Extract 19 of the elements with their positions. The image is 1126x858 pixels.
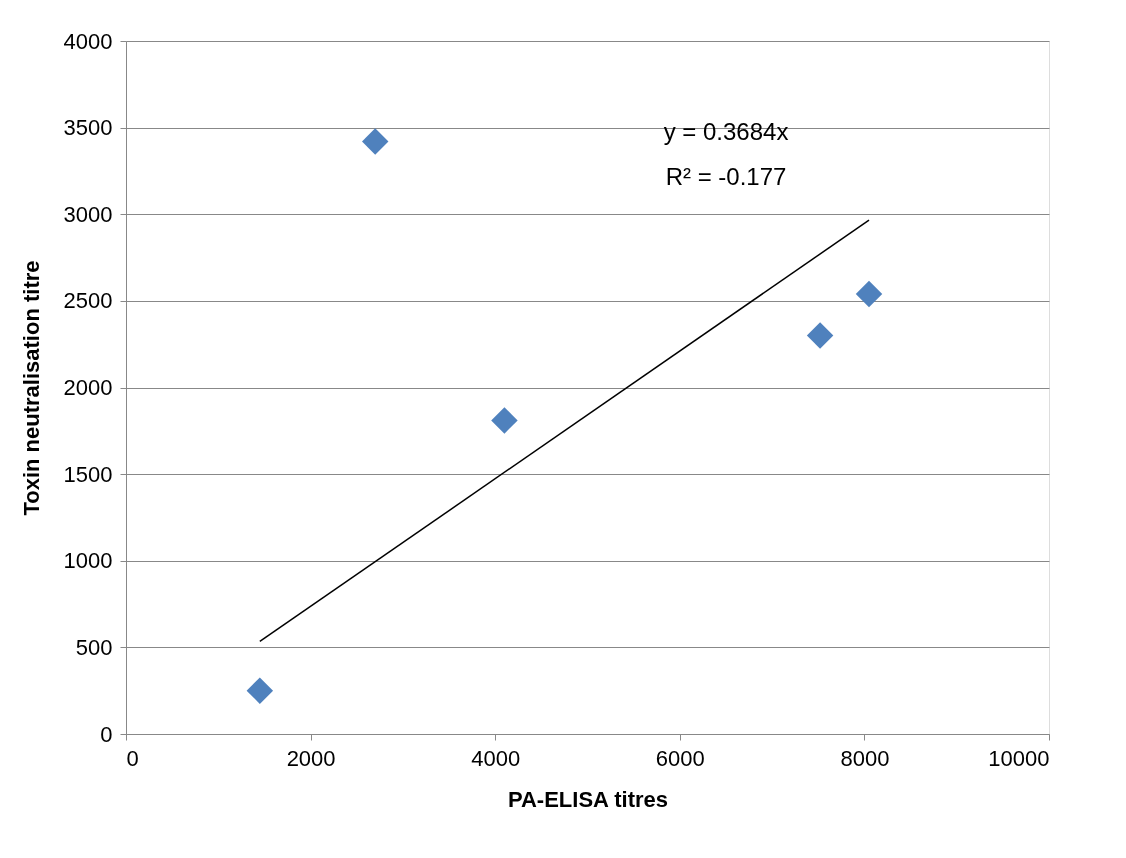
y-tick-label: 3500	[63, 115, 113, 141]
y-tick-label: 1500	[63, 461, 113, 487]
annotation: y = 0.3684x	[663, 118, 789, 145]
x-tick-label: 2000	[286, 745, 336, 771]
y-axis-title: Toxin neutralisation titre	[18, 260, 44, 516]
x-tick-label: 0	[126, 745, 139, 771]
y-tick-label: 500	[75, 634, 113, 660]
y-tick-label: 1000	[63, 548, 113, 574]
annotation: R² = -0.177	[665, 163, 787, 190]
y-tick-label: 2000	[63, 375, 113, 400]
x-tick-label: 4000	[471, 745, 521, 771]
y-tick-label: 2500	[63, 288, 113, 314]
x-axis-title: PA-ELISA titres	[507, 786, 669, 812]
y-tick-label: 3000	[63, 201, 113, 227]
y-tick-label: 4000	[63, 28, 113, 54]
x-tick-label: 6000	[655, 745, 705, 771]
y-tick-label: 0	[100, 721, 113, 747]
x-tick-label: 10000	[988, 745, 1050, 771]
x-tick-label: 8000	[840, 745, 890, 771]
